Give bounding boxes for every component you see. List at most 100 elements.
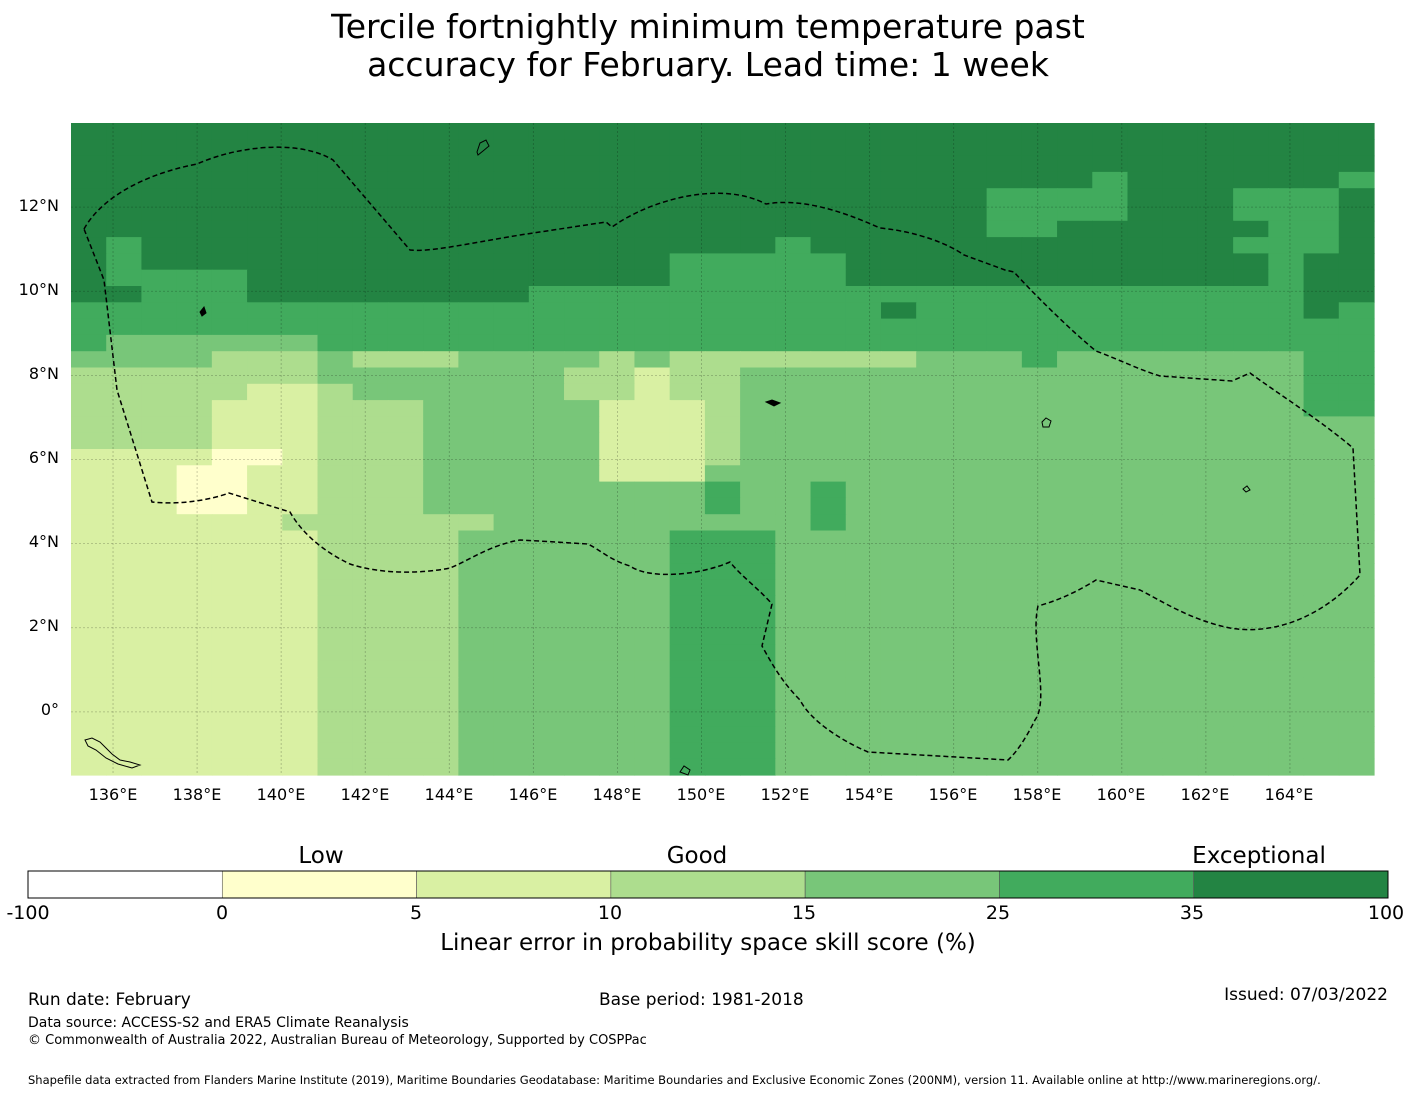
- heatmap-cell: [387, 546, 424, 564]
- heatmap-cell: [352, 497, 389, 515]
- heatmap-cell: [1338, 204, 1375, 222]
- heatmap-cell: [740, 123, 776, 140]
- heatmap-cell: [951, 400, 988, 417]
- heatmap-cell: [916, 237, 953, 254]
- heatmap-cell: [176, 758, 213, 776]
- heatmap-cell: [211, 660, 248, 678]
- heatmap-cell: [1057, 253, 1093, 271]
- heatmap-cell: [1268, 269, 1305, 287]
- heatmap-cell: [845, 449, 882, 466]
- heatmap-cell: [916, 628, 953, 646]
- heatmap-cell: [211, 530, 248, 548]
- heatmap-cell: [106, 351, 143, 369]
- colorbar-tick: -100: [6, 902, 50, 924]
- heatmap-cell: [634, 449, 671, 466]
- heatmap-cell: [704, 514, 741, 532]
- heatmap-cell: [599, 367, 636, 385]
- heatmap-cell: [1268, 530, 1305, 548]
- heatmap-cell: [282, 514, 319, 532]
- heatmap-cell: [71, 351, 107, 369]
- heatmap-cell: [1127, 253, 1164, 271]
- heatmap-cell: [951, 123, 988, 140]
- heatmap-cell: [810, 660, 847, 678]
- heatmap-cell: [352, 612, 389, 629]
- heatmap-cell: [634, 171, 671, 189]
- heatmap-cell: [810, 742, 847, 760]
- heatmap-cell: [564, 449, 600, 466]
- heatmap-cell: [317, 432, 354, 450]
- heatmap-cell: [387, 758, 424, 776]
- heatmap-cell: [810, 449, 847, 466]
- heatmap-cell: [986, 318, 1023, 336]
- heatmap-cell: [317, 546, 354, 564]
- heatmap-cell: [810, 497, 847, 515]
- heatmap-cell: [704, 155, 741, 173]
- heatmap-cell: [387, 302, 424, 320]
- heatmap-cell: [1162, 595, 1199, 613]
- heatmap-cell: [1338, 383, 1375, 401]
- heatmap-cell: [141, 497, 178, 515]
- heatmap-cell: [1233, 758, 1269, 776]
- heatmap-cell: [704, 432, 741, 450]
- heatmap-cell: [634, 253, 671, 271]
- heatmap-cell: [1233, 220, 1269, 238]
- heatmap-cell: [1197, 432, 1234, 450]
- heatmap-cell: [986, 286, 1023, 303]
- heatmap-cell: [986, 416, 1023, 434]
- heatmap-cell: [493, 367, 530, 385]
- heatmap-cell: [1021, 155, 1058, 173]
- heatmap-cell: [880, 155, 917, 173]
- heatmap-cell: [387, 595, 424, 613]
- heatmap-cell: [493, 530, 530, 548]
- heatmap-cell: [528, 351, 565, 369]
- heatmap-cell: [141, 481, 178, 499]
- heatmap-cell: [704, 188, 741, 206]
- heatmap-cell: [1338, 171, 1375, 189]
- heatmap-cell: [634, 188, 671, 206]
- heatmap-cell: [845, 123, 882, 140]
- heatmap-cell: [387, 253, 424, 271]
- heatmap-cell: [282, 318, 319, 336]
- heatmap-cell: [669, 237, 706, 254]
- heatmap-cell: [1057, 546, 1093, 564]
- heatmap-cell: [106, 481, 143, 499]
- heatmap-cell: [528, 449, 565, 466]
- heatmap-cell: [1162, 383, 1199, 401]
- heatmap-cell: [599, 579, 636, 597]
- heatmap-cell: [916, 351, 953, 369]
- heatmap-cell: [564, 220, 600, 238]
- heatmap-cell: [387, 677, 424, 695]
- heatmap-cell: [1233, 269, 1269, 287]
- heatmap-cell: [423, 334, 459, 352]
- heatmap-cell: [1021, 726, 1058, 743]
- heatmap-cell: [247, 644, 283, 662]
- heatmap-cell: [1127, 318, 1164, 336]
- heatmap-cell: [458, 302, 495, 320]
- heatmap-cell: [1021, 514, 1058, 532]
- heatmap-cell: [845, 367, 882, 385]
- heatmap-cell: [810, 628, 847, 646]
- heatmap-cell: [141, 334, 178, 352]
- heatmap-cell: [1127, 563, 1164, 580]
- heatmap-cell: [317, 644, 354, 662]
- heatmap-cell: [599, 286, 636, 303]
- heatmap-cell: [986, 530, 1023, 548]
- heatmap-cell: [106, 465, 143, 483]
- heatmap-cell: [423, 628, 459, 646]
- heatmap-cell: [423, 318, 459, 336]
- heatmap-cell: [423, 546, 459, 564]
- heatmap-cell: [564, 465, 600, 483]
- heatmap-cell: [423, 660, 459, 678]
- heatmap-cell: [951, 318, 988, 336]
- heatmap-cell: [71, 220, 107, 238]
- heatmap-cell: [211, 432, 248, 450]
- heatmap-cell: [810, 123, 847, 140]
- heatmap-cell: [458, 530, 495, 548]
- heatmap-cell: [141, 269, 178, 287]
- heatmap-cell: [141, 465, 178, 483]
- heatmap-cell: [1092, 465, 1129, 483]
- heatmap-cell: [317, 465, 354, 483]
- heatmap-cell: [880, 628, 917, 646]
- lat-label-8n: 8°N: [28, 364, 59, 383]
